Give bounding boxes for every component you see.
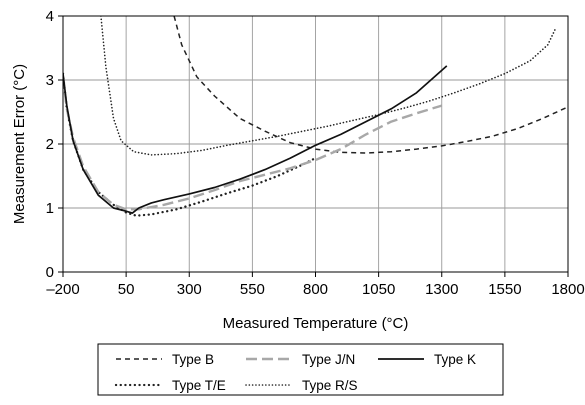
legend-box [97, 343, 504, 396]
y-tick-label: 3 [46, 72, 54, 89]
x-tick-label: 1550 [488, 281, 521, 298]
legend-label: Type K [434, 352, 476, 367]
y-tick-label: 4 [46, 8, 54, 25]
legend-label: Type J/N [302, 352, 355, 367]
x-tick-label: 1300 [425, 281, 458, 298]
series-line-type-t-e [63, 72, 317, 217]
legend-label: Type T/E [172, 378, 226, 393]
y-axis-ticks: 0 1 2 3 4 [46, 8, 63, 281]
series-line-type-k [63, 65, 448, 214]
legend: Type B Type J/N Type K Type T/E Type R/S [97, 343, 504, 396]
grid-lines [62, 15, 569, 273]
x-tick-label: 1050 [362, 281, 395, 298]
x-axis-label: Measured Temperature (°C) [223, 315, 409, 332]
series-line-type-b [173, 16, 568, 154]
y-axis-label: Measurement Error (°C) [11, 64, 28, 224]
x-tick-label: 300 [177, 281, 202, 298]
y-tick-label: 2 [46, 136, 54, 153]
y-tick-label: 1 [46, 200, 54, 217]
x-tick-label: 1800 [551, 281, 584, 298]
legend-label: Type B [172, 352, 214, 367]
x-tick-label: 800 [303, 281, 328, 298]
x-axis-ticks: –200 50 300 550 800 1050 1300 1550 1800 [46, 272, 585, 298]
x-tick-label: –200 [46, 281, 79, 298]
x-tick-label: 550 [240, 281, 265, 298]
y-tick-label: 0 [46, 264, 54, 281]
series-lines [63, 16, 568, 217]
legend-label: Type R/S [302, 378, 358, 393]
x-tick-label: 50 [118, 281, 135, 298]
series-line-type-r-s [100, 16, 557, 156]
series-line-type-j-n [63, 76, 443, 211]
